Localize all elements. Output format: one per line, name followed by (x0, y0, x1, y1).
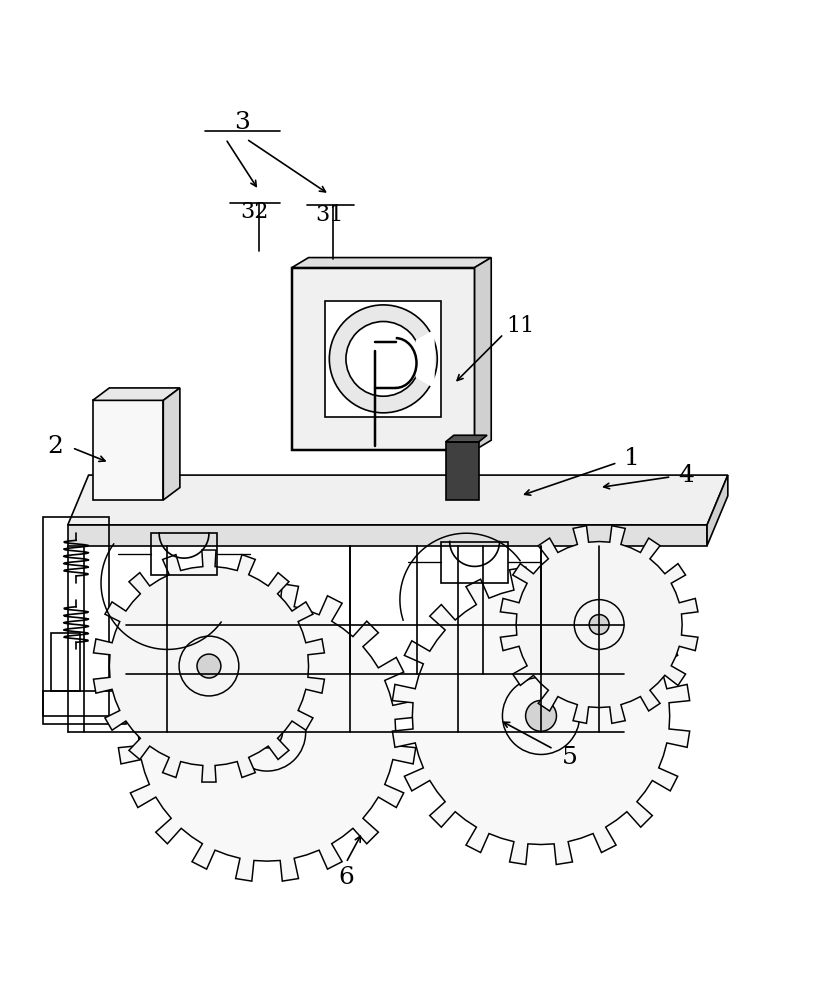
Polygon shape (93, 550, 324, 782)
Circle shape (228, 694, 306, 771)
Text: 32: 32 (241, 201, 269, 223)
Bar (446, 442, 479, 500)
Bar (151, 533, 217, 575)
Polygon shape (475, 258, 491, 450)
Polygon shape (163, 388, 180, 500)
Text: 31: 31 (315, 204, 343, 226)
Bar (441, 542, 508, 583)
Bar (51, 633, 80, 691)
Circle shape (179, 636, 239, 696)
Polygon shape (501, 526, 698, 723)
Text: 4: 4 (678, 464, 694, 487)
Polygon shape (67, 525, 707, 546)
Bar (292, 268, 475, 450)
Bar (92, 400, 163, 500)
Circle shape (502, 677, 580, 754)
Circle shape (589, 615, 609, 634)
Circle shape (329, 305, 437, 413)
Polygon shape (118, 584, 416, 881)
Polygon shape (67, 475, 728, 525)
Circle shape (346, 322, 421, 396)
Polygon shape (392, 567, 690, 865)
Bar (43, 691, 126, 724)
Polygon shape (707, 475, 728, 546)
Polygon shape (92, 388, 180, 400)
Text: 11: 11 (506, 315, 535, 337)
Circle shape (252, 717, 282, 748)
Polygon shape (292, 258, 491, 268)
Circle shape (574, 600, 624, 649)
Text: 5: 5 (562, 746, 578, 769)
Polygon shape (446, 435, 487, 442)
Text: 3: 3 (234, 111, 250, 134)
Circle shape (526, 700, 556, 731)
Text: 6: 6 (338, 866, 354, 889)
Bar (325, 301, 441, 417)
Circle shape (197, 654, 221, 678)
Polygon shape (416, 329, 435, 389)
Text: 1: 1 (625, 447, 641, 470)
Text: 2: 2 (47, 435, 63, 458)
